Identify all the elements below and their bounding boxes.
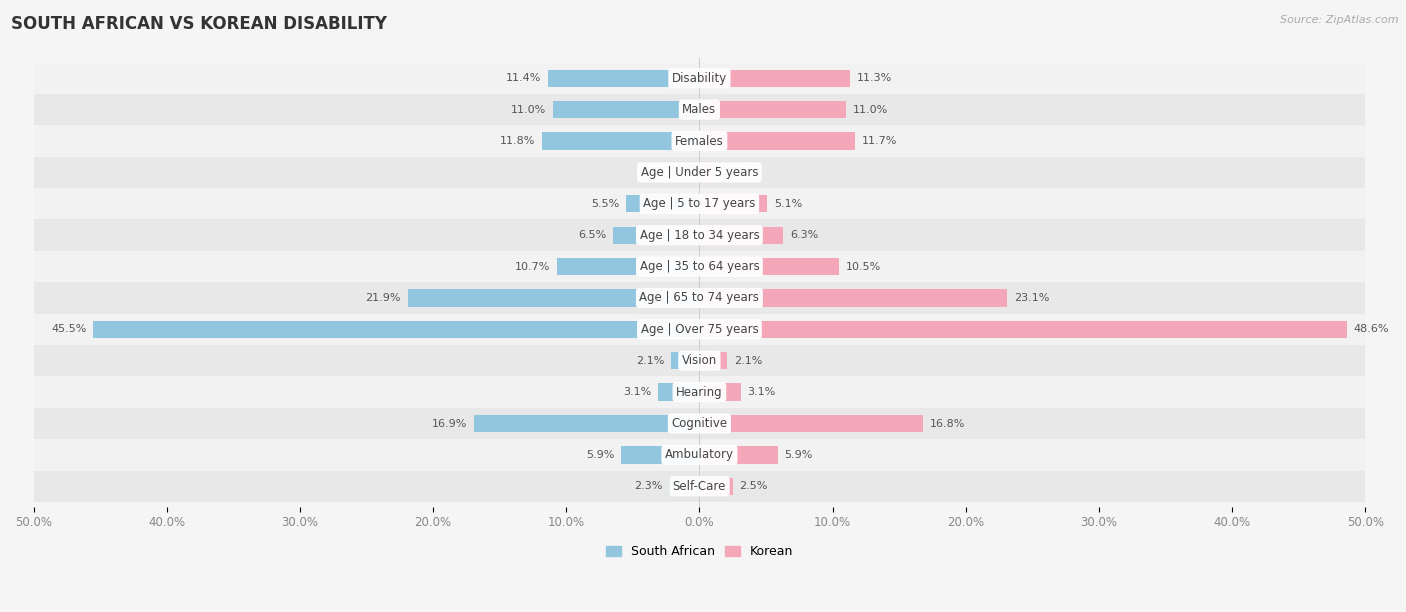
- Bar: [34, 94, 1365, 125]
- Bar: [669, 477, 699, 495]
- Text: 48.6%: 48.6%: [1354, 324, 1389, 334]
- Bar: [34, 125, 1365, 157]
- Bar: [34, 188, 1365, 220]
- Text: 5.9%: 5.9%: [586, 450, 614, 460]
- Bar: [557, 258, 699, 275]
- Text: 2.1%: 2.1%: [734, 356, 762, 366]
- Text: 6.3%: 6.3%: [790, 230, 818, 240]
- Text: 11.4%: 11.4%: [506, 73, 541, 83]
- Bar: [699, 132, 855, 150]
- Bar: [699, 415, 924, 432]
- Text: 16.9%: 16.9%: [432, 419, 468, 428]
- Text: 16.8%: 16.8%: [929, 419, 965, 428]
- Text: 2.3%: 2.3%: [634, 481, 662, 491]
- Text: 10.7%: 10.7%: [515, 261, 550, 272]
- Bar: [93, 321, 699, 338]
- Bar: [658, 384, 699, 401]
- Bar: [699, 289, 1007, 307]
- Text: Females: Females: [675, 135, 724, 147]
- Bar: [547, 70, 699, 87]
- Text: 11.8%: 11.8%: [501, 136, 536, 146]
- Text: Hearing: Hearing: [676, 386, 723, 398]
- Text: Ambulatory: Ambulatory: [665, 449, 734, 461]
- Bar: [34, 313, 1365, 345]
- Bar: [626, 195, 699, 212]
- Bar: [699, 70, 849, 87]
- Bar: [34, 220, 1365, 251]
- Legend: South African, Korean: South African, Korean: [600, 540, 799, 563]
- Bar: [699, 477, 733, 495]
- Text: Age | Under 5 years: Age | Under 5 years: [641, 166, 758, 179]
- Bar: [34, 251, 1365, 282]
- Text: 23.1%: 23.1%: [1014, 293, 1049, 303]
- Bar: [699, 101, 846, 118]
- Bar: [34, 376, 1365, 408]
- Bar: [34, 439, 1365, 471]
- Bar: [699, 258, 839, 275]
- Bar: [408, 289, 699, 307]
- Text: 5.5%: 5.5%: [592, 199, 620, 209]
- Text: 1.2%: 1.2%: [723, 168, 751, 177]
- Bar: [34, 62, 1365, 94]
- Bar: [699, 384, 741, 401]
- Bar: [34, 282, 1365, 313]
- Text: Age | 5 to 17 years: Age | 5 to 17 years: [643, 197, 755, 211]
- Bar: [553, 101, 699, 118]
- Bar: [34, 157, 1365, 188]
- Text: Self-Care: Self-Care: [672, 480, 725, 493]
- Text: 5.9%: 5.9%: [785, 450, 813, 460]
- Bar: [34, 471, 1365, 502]
- Text: 45.5%: 45.5%: [52, 324, 87, 334]
- Bar: [474, 415, 699, 432]
- Text: 5.1%: 5.1%: [773, 199, 803, 209]
- Text: 11.0%: 11.0%: [852, 105, 887, 114]
- Bar: [699, 352, 727, 370]
- Text: 2.1%: 2.1%: [637, 356, 665, 366]
- Bar: [34, 345, 1365, 376]
- Text: 3.1%: 3.1%: [623, 387, 651, 397]
- Text: Source: ZipAtlas.com: Source: ZipAtlas.com: [1281, 15, 1399, 25]
- Text: Age | 65 to 74 years: Age | 65 to 74 years: [640, 291, 759, 304]
- Bar: [613, 226, 699, 244]
- Text: Cognitive: Cognitive: [671, 417, 727, 430]
- Bar: [699, 195, 768, 212]
- Text: 11.3%: 11.3%: [856, 73, 891, 83]
- Text: 21.9%: 21.9%: [366, 293, 401, 303]
- Text: Age | Over 75 years: Age | Over 75 years: [641, 323, 758, 336]
- Text: 11.7%: 11.7%: [862, 136, 897, 146]
- Text: 2.5%: 2.5%: [740, 481, 768, 491]
- Text: Males: Males: [682, 103, 717, 116]
- Text: 6.5%: 6.5%: [578, 230, 606, 240]
- Text: Disability: Disability: [672, 72, 727, 84]
- Text: Age | 35 to 64 years: Age | 35 to 64 years: [640, 260, 759, 273]
- Bar: [34, 408, 1365, 439]
- Bar: [699, 164, 716, 181]
- Bar: [699, 321, 1347, 338]
- Bar: [699, 446, 778, 463]
- Text: 11.0%: 11.0%: [510, 105, 547, 114]
- Bar: [672, 352, 699, 370]
- Text: SOUTH AFRICAN VS KOREAN DISABILITY: SOUTH AFRICAN VS KOREAN DISABILITY: [11, 15, 387, 33]
- Bar: [685, 164, 699, 181]
- Text: 10.5%: 10.5%: [846, 261, 882, 272]
- Bar: [543, 132, 699, 150]
- Text: 1.1%: 1.1%: [650, 168, 678, 177]
- Text: 3.1%: 3.1%: [748, 387, 776, 397]
- Text: Vision: Vision: [682, 354, 717, 367]
- Text: Age | 18 to 34 years: Age | 18 to 34 years: [640, 229, 759, 242]
- Bar: [621, 446, 699, 463]
- Bar: [699, 226, 783, 244]
